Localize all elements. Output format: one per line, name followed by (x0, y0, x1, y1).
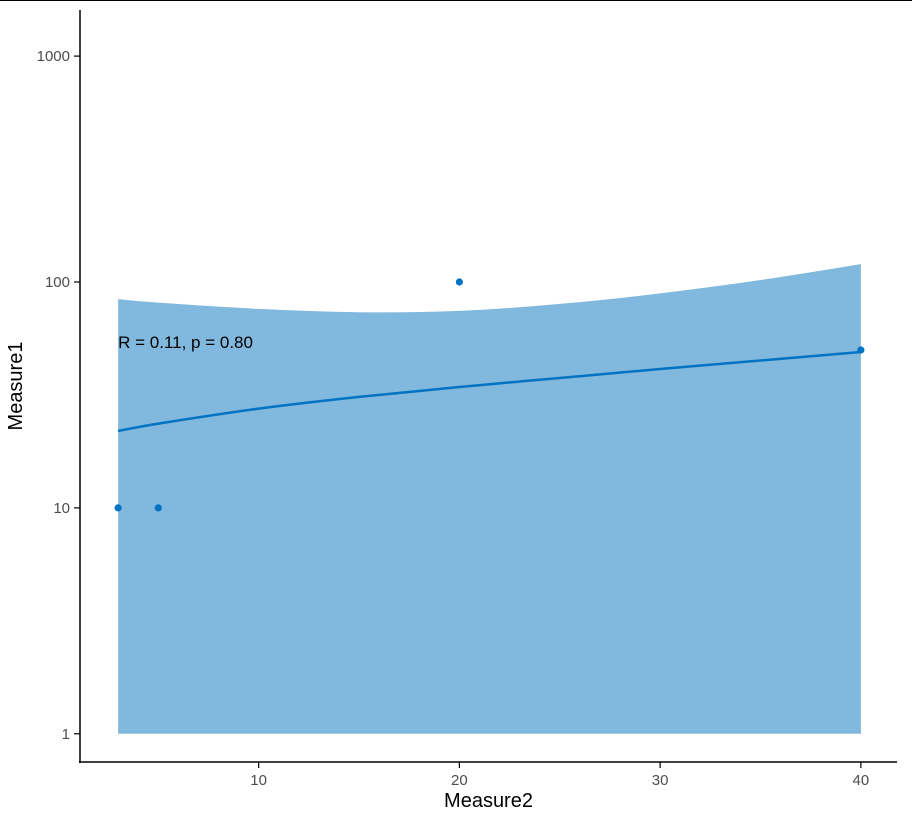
x-axis-title: Measure2 (444, 790, 533, 812)
y-axis-title: Measure1 (5, 342, 27, 431)
regression-line (117, 350, 861, 433)
x-tick-label: 20 (451, 772, 468, 789)
x-tick-label: 30 (652, 772, 669, 789)
data-point (857, 346, 865, 354)
data-point (455, 278, 463, 286)
y-tick-label: 1 (62, 726, 70, 743)
axes: 1 10 100 1000 10 20 30 40 (37, 10, 897, 789)
confidence-band (118, 264, 861, 734)
x-tick-label: 40 (853, 772, 870, 789)
data-point (154, 504, 162, 512)
x-tick-label: 10 (250, 772, 267, 789)
data-point (114, 504, 122, 512)
correlation-annotation: R = 0.11, p = 0.80 (118, 333, 253, 352)
plot-area (114, 264, 865, 734)
y-tick-label: 1000 (37, 48, 70, 65)
y-tick-label: 100 (45, 274, 70, 291)
y-tick-label: 10 (53, 500, 70, 517)
